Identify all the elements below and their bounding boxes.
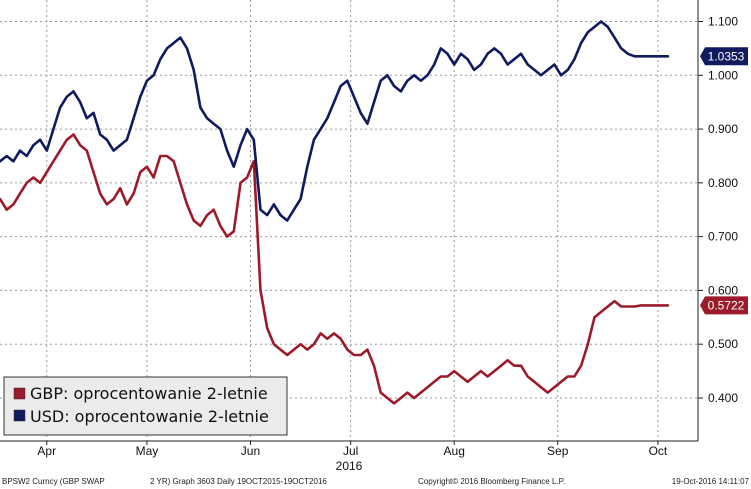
last-value-text-usd: 1.0353: [708, 49, 745, 63]
y-tick-label: 0.400: [708, 391, 738, 405]
y-tick-label: 0.900: [708, 122, 738, 136]
footer-timestamp: 19-Oct-2016 14:11:07: [672, 477, 750, 486]
last-value-label-gbp: 0.5722: [700, 296, 748, 315]
y-tick-label: 0.700: [708, 230, 738, 244]
y-tick-label: 1.100: [708, 15, 738, 29]
legend: GBP: oprocentowanie 2-letnie USD: oproce…: [3, 376, 288, 436]
legend-swatch-usd: [13, 409, 26, 422]
axes: [0, 0, 699, 442]
chart-footer: BPSW2 Curncy (GBP SWAP 2 YR) Graph 3603 …: [2, 477, 750, 486]
x-tick-label: Apr: [37, 444, 56, 458]
last-value-text-gbp: 0.5722: [708, 298, 745, 312]
x-tick-label: May: [136, 444, 159, 458]
last-value-label-usd: 1.0353: [700, 47, 748, 66]
x-tick-label: Jul: [343, 444, 358, 458]
y-tick-label: 0.600: [708, 283, 738, 297]
x-tick-label: Aug: [444, 444, 465, 458]
series-lines: [0, 20, 670, 405]
x-tick-label: Oct: [649, 444, 668, 458]
x-tick-label: Jun: [241, 444, 260, 458]
y-tick-label: 0.500: [708, 337, 738, 351]
series-line-gbp: [0, 133, 670, 405]
y-axis-ticks: 1.100 1.000 0.900 0.800 0.700 0.600 0.500 0.400: [698, 15, 738, 405]
grid-lines: [0, 0, 698, 441]
x-tick-label: Sep: [547, 444, 569, 458]
y-tick-label: 1.000: [708, 68, 738, 82]
last-value-tag-gbp: [700, 296, 748, 315]
x-year-label: 2016: [336, 459, 363, 473]
footer-ticker: BPSW2 Curncy (GBP SWAP: [2, 477, 105, 486]
footer-copyright: Copyright© 2016 Bloomberg Finance L.P.: [418, 477, 565, 486]
legend-box: [3, 376, 288, 436]
last-value-tag-usd: [700, 47, 748, 66]
legend-label-usd: USD: oprocentowanie 2-letnie: [30, 407, 269, 426]
footer-graph-info: 2 YR) Graph 3603 Daily 19OCT2015-19OCT20…: [150, 477, 327, 486]
legend-label-gbp: GBP: oprocentowanie 2-letnie: [30, 384, 268, 403]
x-axis-ticks: 2016 Apr May Jun Jul Aug Sep Oct: [37, 441, 668, 473]
last-value-labels: 0.5722 1.0353: [700, 47, 748, 315]
y-tick-label: 0.800: [708, 176, 738, 190]
series-line-usd: [0, 20, 670, 222]
legend-swatch-gbp: [13, 387, 26, 400]
